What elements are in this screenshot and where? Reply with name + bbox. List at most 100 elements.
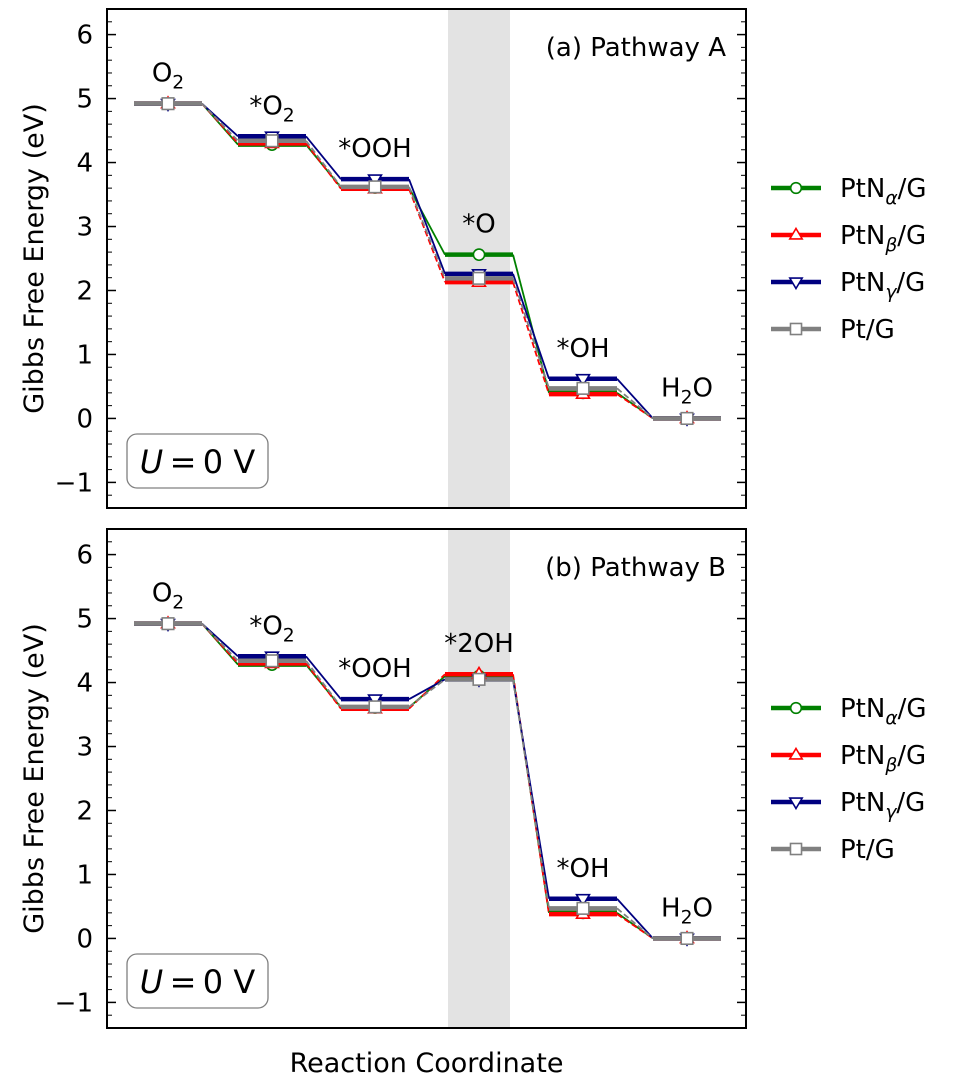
y-tick-label: 0 xyxy=(76,924,93,954)
state-label: H2O xyxy=(661,893,713,928)
y-tick-label: 4 xyxy=(76,149,93,179)
panel-title: (b) Pathway B xyxy=(545,553,726,583)
data-marker xyxy=(265,134,279,148)
data-marker xyxy=(265,654,279,668)
data-marker xyxy=(576,381,590,395)
connector-line xyxy=(408,188,446,283)
data-marker xyxy=(575,893,591,908)
x-axis-label: Reaction Coordinate xyxy=(290,1048,564,1079)
y-tick-label: 4 xyxy=(76,669,93,699)
connector-line xyxy=(512,679,550,909)
connector-line xyxy=(408,678,446,700)
y-tick-label: −1 xyxy=(55,468,93,498)
connector-line xyxy=(305,655,342,700)
y-tick-label: 6 xyxy=(76,21,93,51)
data-marker xyxy=(575,373,591,388)
data-marker xyxy=(368,180,382,194)
state-label: *2OH xyxy=(444,629,514,659)
connector-line xyxy=(616,898,654,940)
state-label: H2O xyxy=(661,373,713,408)
data-marker xyxy=(788,797,804,811)
panel-a: −1 0 1 2 3 4 5 6 Gibbs Free Energy (eV) (a) Pathw… xyxy=(19,8,927,509)
data-marker xyxy=(472,672,486,686)
data-marker xyxy=(789,842,803,856)
legend-label: Pt/G xyxy=(840,835,895,865)
y-tick-label: 3 xyxy=(76,213,93,243)
y-tick-label: 5 xyxy=(76,85,93,115)
data-marker xyxy=(161,617,175,631)
connector-line xyxy=(408,186,446,279)
state-label: *OOH xyxy=(338,654,411,684)
y-tick-label: 3 xyxy=(76,733,93,763)
connector-line xyxy=(305,135,342,180)
potential-annotation: U = 0 V xyxy=(140,443,256,481)
y-tick-label: 5 xyxy=(76,605,93,635)
connector-line xyxy=(512,273,550,380)
data-marker xyxy=(789,322,803,336)
y-tick-label: −1 xyxy=(55,988,93,1018)
y-tick-label: 2 xyxy=(76,796,93,826)
data-marker xyxy=(472,271,486,285)
state-label: O2 xyxy=(152,579,184,614)
axes-frame xyxy=(106,8,747,509)
connector-line xyxy=(305,140,342,188)
legend-label: PtNβ/G xyxy=(840,741,926,776)
state-label: O2 xyxy=(152,59,184,94)
legend: PtNα/G PtNβ/G PtNγ/G Pt/G xyxy=(771,694,927,865)
y-tick-label: 6 xyxy=(76,541,93,571)
connector-line xyxy=(408,187,446,256)
connector-line xyxy=(305,142,342,190)
connector-line xyxy=(408,675,446,709)
legend-label: PtNα/G xyxy=(840,174,927,209)
data-marker xyxy=(789,181,803,195)
connector-line xyxy=(408,673,446,710)
connector-line xyxy=(305,660,342,708)
legend-label: Pt/G xyxy=(840,315,895,345)
y-axis-label: Gibbs Free Energy (eV) xyxy=(19,103,50,414)
panel-b: −1 0 1 2 3 4 5 6 Gibbs Free Energy (eV) (b) Pathw… xyxy=(19,528,927,1079)
connector-line xyxy=(201,103,239,137)
state-label: *O2 xyxy=(249,611,294,646)
y-tick-label: 1 xyxy=(76,860,93,890)
connector-line xyxy=(201,623,239,657)
potential-box xyxy=(126,953,269,1009)
connector-line xyxy=(305,662,342,710)
y-axis-label: Gibbs Free Energy (eV) xyxy=(19,623,50,934)
legend-label: PtNγ/G xyxy=(840,788,925,823)
legend-label: PtNβ/G xyxy=(840,221,926,256)
data-marker xyxy=(789,701,803,715)
highlight-band xyxy=(448,529,510,1028)
data-marker xyxy=(788,746,804,760)
potential-annotation: U = 0 V xyxy=(140,963,256,1001)
data-marker xyxy=(680,931,694,946)
data-marker xyxy=(472,248,486,262)
data-marker xyxy=(576,901,590,915)
state-label: *O2 xyxy=(249,91,294,126)
axes-frame xyxy=(106,528,747,1029)
state-label: *OH xyxy=(556,854,609,884)
connector-line xyxy=(512,281,550,395)
connector-line xyxy=(616,387,654,420)
data-marker xyxy=(368,700,382,714)
y-tick-label: 2 xyxy=(76,276,93,306)
connector-line xyxy=(512,278,550,389)
connector-line xyxy=(408,678,446,708)
data-marker xyxy=(680,411,694,426)
data-marker xyxy=(788,277,804,291)
legend: PtNα/G PtNβ/G PtNγ/G Pt/G xyxy=(771,174,927,345)
state-label: *OH xyxy=(556,334,609,364)
legend-label: PtNα/G xyxy=(840,694,927,729)
potential-box xyxy=(126,433,269,489)
panel-title: (a) Pathway A xyxy=(546,33,726,63)
y-tick-label: 1 xyxy=(76,340,93,370)
connector-line xyxy=(616,907,654,940)
state-label: *OOH xyxy=(338,134,411,164)
legend-label: PtNγ/G xyxy=(840,268,925,303)
data-marker xyxy=(788,226,804,240)
connector-line xyxy=(616,378,654,420)
state-label: *O xyxy=(462,210,495,240)
y-tick-label: 0 xyxy=(76,404,93,434)
data-marker xyxy=(161,97,175,111)
connector-line xyxy=(408,178,446,275)
